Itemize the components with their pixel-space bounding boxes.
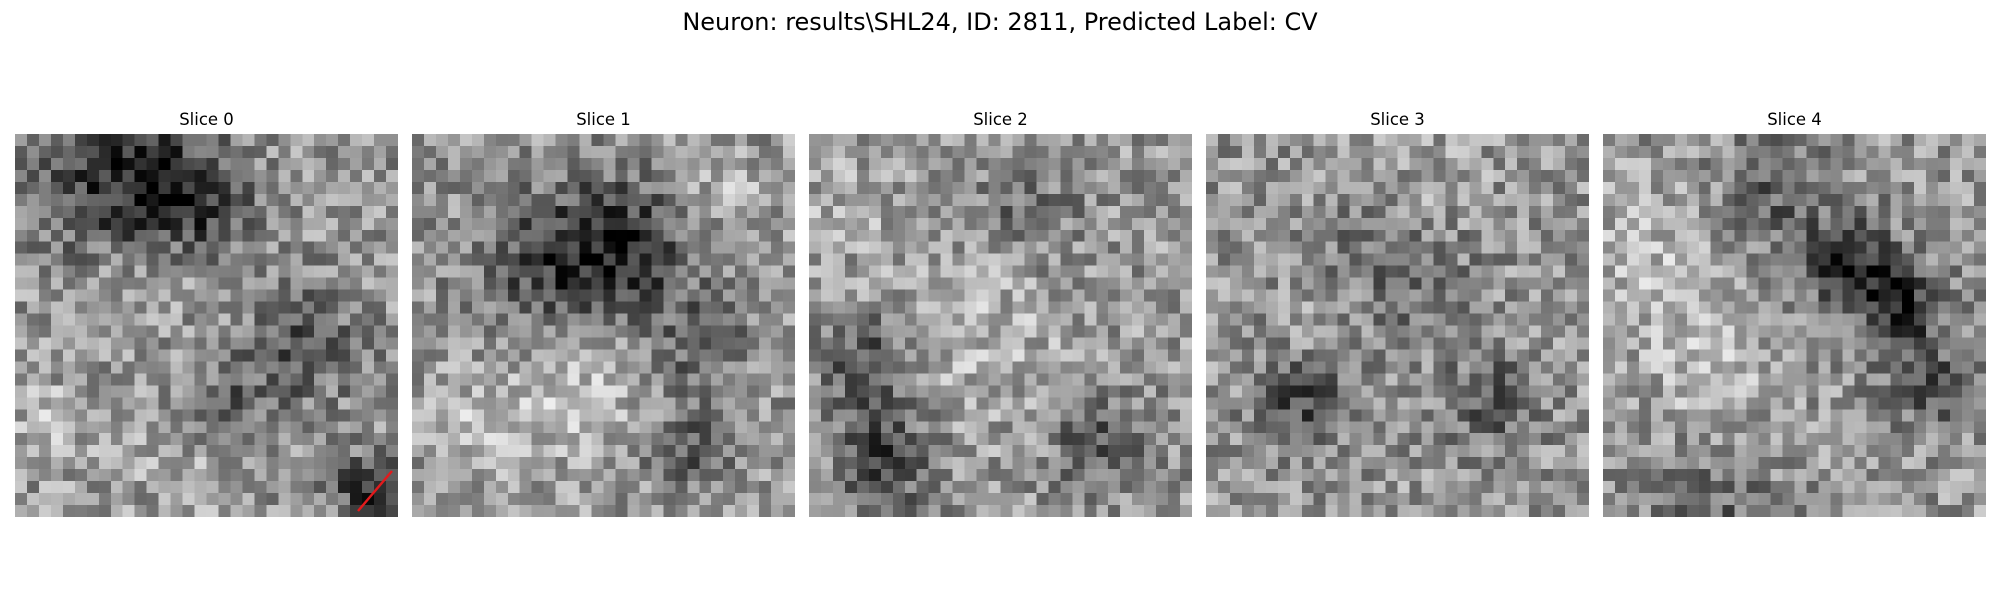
slice-panel-4: Slice 4 (1603, 108, 1986, 517)
slice-title: Slice 0 (179, 110, 234, 129)
slice-image (15, 134, 398, 517)
slice-title: Slice 1 (576, 110, 631, 129)
slice-panel-3: Slice 3 (1206, 108, 1589, 517)
slice-panel-2: Slice 2 (809, 108, 1192, 517)
slice-image (809, 134, 1192, 517)
slice-image (1603, 134, 1986, 517)
slice-title: Slice 4 (1767, 110, 1822, 129)
slice-panel-1: Slice 1 (412, 108, 795, 517)
slice-title: Slice 2 (973, 110, 1028, 129)
slice-title: Slice 3 (1370, 110, 1425, 129)
slice-panel-0: Slice 0 (15, 108, 398, 517)
slice-image (1206, 134, 1589, 517)
slice-image (412, 134, 795, 517)
figure-title: Neuron: results\SHL24, ID: 2811, Predict… (682, 8, 1318, 36)
